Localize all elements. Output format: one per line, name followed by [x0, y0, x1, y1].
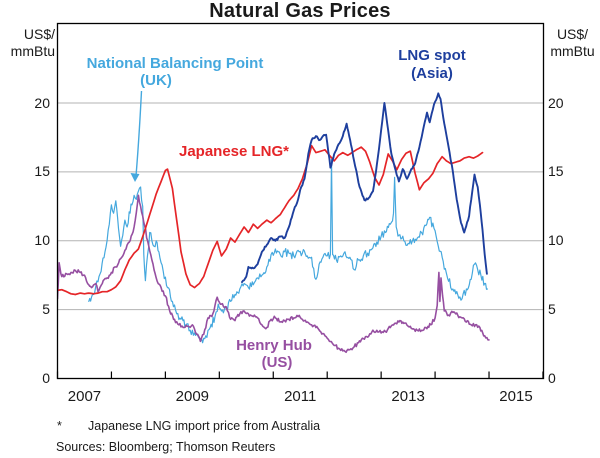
plot-frame — [56, 22, 545, 380]
series-label-japanese-lng: Japanese LNG* — [178, 143, 290, 160]
y-axis-unit-right: US$/ mmBtu — [545, 26, 600, 60]
x-tick-label-2015: 2015 — [499, 388, 533, 405]
y-tick-label-left-10: 10 — [34, 232, 50, 249]
x-tick-label-2011: 2011 — [284, 388, 317, 405]
series-label-henry-hub-region: (US) — [261, 354, 293, 371]
y-tick-label-right-5: 5 — [548, 301, 556, 318]
x-tick-label-2013: 2013 — [391, 388, 425, 405]
series-label-national-balancing-point: National Balancing Point — [86, 55, 264, 72]
footnote-marker: * — [57, 419, 62, 433]
y-tick-label-right-0: 0 — [548, 370, 556, 386]
y-tick-label-right-20: 20 — [548, 94, 564, 111]
series-label-henry-hub: Henry Hub — [236, 337, 312, 354]
y-tick-label-left-5: 5 — [42, 301, 50, 318]
y-tick-label-left-20: 20 — [34, 94, 50, 111]
y-axis-unit-left-line1: US$/ — [23, 26, 55, 42]
nbp-arrowhead-icon — [130, 173, 140, 182]
y-axis-unit-left: US$/ mmBtu — [0, 26, 55, 60]
series-line-national-balancing-point-uk — [88, 158, 488, 344]
x-tick-label-2009: 2009 — [175, 388, 210, 405]
series-line-lng-spot-asia — [241, 92, 488, 284]
nbp-arrow — [135, 90, 143, 177]
series-label-national-balancing-point-region: (UK) — [140, 72, 172, 89]
y-tick-label-right-15: 15 — [548, 163, 564, 180]
y-axis-unit-right-line1: US$/ — [556, 26, 589, 42]
series-line-japanese-lng — [57, 144, 484, 296]
x-tick-label-2007: 2007 — [67, 388, 102, 405]
sources-line: Sources: Bloomberg; Thomson Reuters — [56, 440, 276, 454]
y-axis-unit-left-line2: mmBtu — [10, 43, 55, 59]
series-label-lng-spot-region: (Asia) — [411, 65, 453, 82]
series-line-henry-hub-us — [57, 194, 490, 354]
series-label-lng-spot: LNG spot — [398, 47, 466, 64]
footnote-text: Japanese LNG import price from Australia — [88, 419, 321, 433]
y-axis-unit-right-line2: mmBtu — [550, 43, 595, 59]
y-tick-label-left-0: 0 — [42, 370, 50, 386]
y-tick-label-left-15: 15 — [34, 163, 50, 180]
chart-title: Natural Gas Prices — [209, 0, 391, 22]
y-tick-label-right-10: 10 — [548, 232, 564, 249]
